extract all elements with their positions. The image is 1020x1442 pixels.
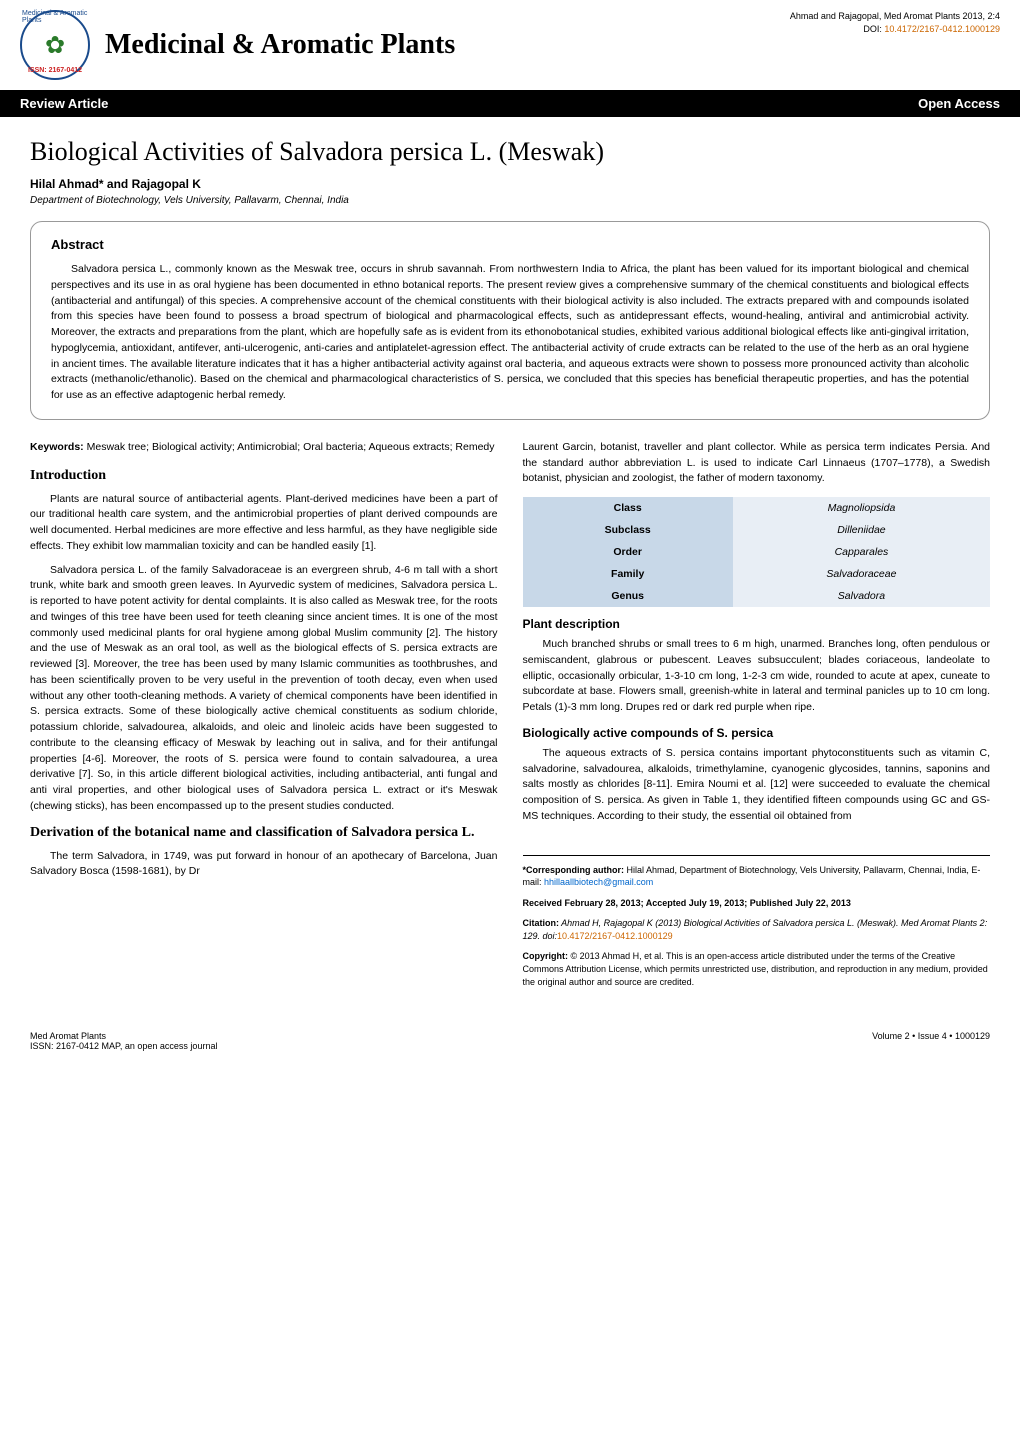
abstract-heading: Abstract bbox=[51, 237, 969, 252]
footer-journal: Med Aromat Plants bbox=[30, 1031, 106, 1041]
class-label-cell: Order bbox=[523, 541, 733, 563]
article-type: Review Article bbox=[20, 96, 108, 111]
authors: Hilal Ahmad* and Rajagopal K bbox=[0, 177, 1020, 195]
footer-issn: ISSN: 2167-0412 MAP, an open access jour… bbox=[30, 1041, 217, 1051]
citation-block: Citation: Ahmad H, Rajagopal K (2013) Bi… bbox=[523, 917, 991, 942]
citation-doi[interactable]: 10.4172/2167-0412.1000129 bbox=[557, 931, 673, 941]
article-title: Biological Activities of Salvadora persi… bbox=[0, 117, 1020, 177]
journal-title: Medicinal & Aromatic Plants bbox=[105, 29, 455, 61]
article-type-bar: Review Article Open Access bbox=[0, 90, 1020, 117]
body-columns: Keywords: Meswak tree; Biological activi… bbox=[0, 440, 1020, 997]
classification-table: ClassMagnoliopsidaSubclassDilleniidaeOrd… bbox=[523, 497, 991, 607]
affiliation: Department of Biotechnology, Vels Univer… bbox=[0, 195, 1020, 221]
citation-label: Citation: bbox=[523, 918, 560, 928]
derivation-para: The term Salvadora, in 1749, was put for… bbox=[30, 849, 498, 881]
copyright-block: Copyright: © 2013 Ahmad H, et al. This i… bbox=[523, 950, 991, 988]
header-citation: Ahmad and Rajagopal, Med Aromat Plants 2… bbox=[790, 10, 1000, 35]
plant-description-heading: Plant description bbox=[523, 617, 991, 631]
header: Medicinal & Aromatic Plants ✿ ISSN: 2167… bbox=[0, 0, 1020, 90]
leaf-icon: ✿ bbox=[45, 31, 65, 60]
table-row: GenusSalvadora bbox=[523, 585, 991, 607]
copyright-label: Copyright: bbox=[523, 951, 569, 961]
class-label-cell: Class bbox=[523, 497, 733, 519]
class-value-cell: Salvadora bbox=[733, 585, 990, 607]
intro-para-2: Salvadora persica L. of the family Salva… bbox=[30, 563, 498, 815]
keywords-text: Meswak tree; Biological activity; Antimi… bbox=[84, 441, 495, 453]
left-column: Keywords: Meswak tree; Biological activi… bbox=[30, 440, 498, 997]
footer-left: Med Aromat Plants ISSN: 2167-0412 MAP, a… bbox=[30, 1031, 217, 1051]
keywords: Keywords: Meswak tree; Biological activi… bbox=[30, 440, 498, 456]
class-value-cell: Magnoliopsida bbox=[733, 497, 990, 519]
page-footer: Med Aromat Plants ISSN: 2167-0412 MAP, a… bbox=[0, 1016, 1020, 1066]
copyright-text: © 2013 Ahmad H, et al. This is an open-a… bbox=[523, 951, 988, 986]
class-value-cell: Capparales bbox=[733, 541, 990, 563]
dates-line: Received February 28, 2013; Accepted Jul… bbox=[523, 897, 991, 910]
journal-logo: Medicinal & Aromatic Plants ✿ ISSN: 2167… bbox=[20, 10, 90, 80]
derivation-heading: Derivation of the botanical name and cla… bbox=[30, 825, 498, 841]
logo-issn: ISSN: 2167-0412 bbox=[28, 67, 82, 74]
table-row: FamilySalvadoraceae bbox=[523, 563, 991, 585]
open-access-label: Open Access bbox=[918, 96, 1000, 111]
corresponding-author: *Corresponding author: Hilal Ahmad, Depa… bbox=[523, 864, 991, 889]
class-value-cell: Salvadoraceae bbox=[733, 563, 990, 585]
class-label-cell: Subclass bbox=[523, 519, 733, 541]
class-label-cell: Family bbox=[523, 563, 733, 585]
footer-right: Volume 2 • Issue 4 • 1000129 bbox=[872, 1031, 990, 1051]
continuation-para: Laurent Garcin, botanist, traveller and … bbox=[523, 440, 991, 487]
corresponding-author-box: *Corresponding author: Hilal Ahmad, Depa… bbox=[523, 855, 991, 989]
table-row: SubclassDilleniidae bbox=[523, 519, 991, 541]
doi-link[interactable]: 10.4172/2167-0412.1000129 bbox=[884, 24, 1000, 34]
class-value-cell: Dilleniidae bbox=[733, 519, 990, 541]
introduction-heading: Introduction bbox=[30, 468, 498, 484]
logo-arc-text: Medicinal & Aromatic Plants bbox=[22, 10, 88, 24]
class-label-cell: Genus bbox=[523, 585, 733, 607]
corr-label: *Corresponding author: bbox=[523, 865, 625, 875]
corr-email[interactable]: hhillaallbiotech@gmail.com bbox=[544, 877, 653, 887]
table-row: OrderCapparales bbox=[523, 541, 991, 563]
table-row: ClassMagnoliopsida bbox=[523, 497, 991, 519]
bio-compounds-heading: Biologically active compounds of S. pers… bbox=[523, 726, 991, 740]
abstract-text: Salvadora persica L., commonly known as … bbox=[51, 262, 969, 404]
abstract-box: Abstract Salvadora persica L., commonly … bbox=[30, 221, 990, 420]
intro-para-1: Plants are natural source of antibacteri… bbox=[30, 492, 498, 555]
doi-label: DOI: bbox=[863, 24, 884, 34]
bio-compounds-para: The aqueous extracts of S. persica conta… bbox=[523, 746, 991, 825]
plant-description-para: Much branched shrubs or small trees to 6… bbox=[523, 637, 991, 716]
right-column: Laurent Garcin, botanist, traveller and … bbox=[523, 440, 991, 997]
keywords-label: Keywords: bbox=[30, 441, 84, 453]
citation-text: Ahmad and Rajagopal, Med Aromat Plants 2… bbox=[790, 11, 1000, 21]
